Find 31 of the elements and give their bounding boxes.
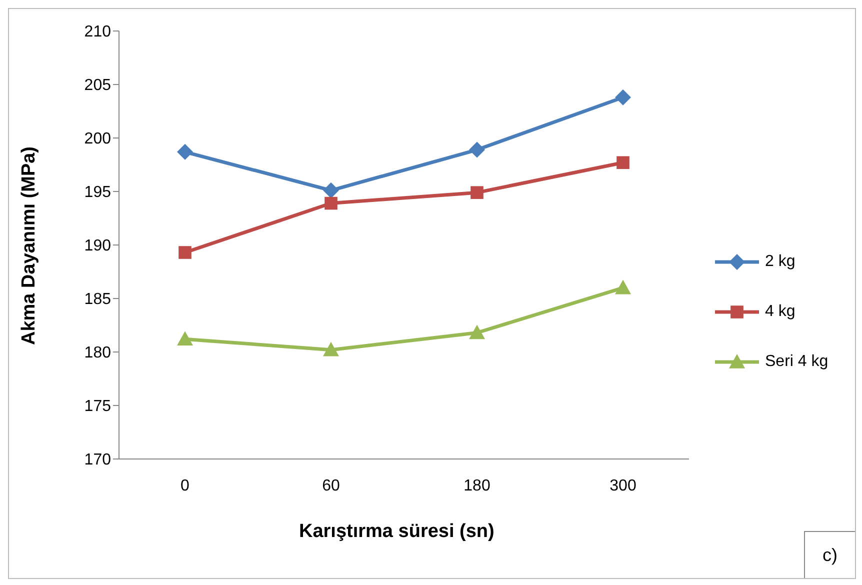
point <box>177 144 193 160</box>
point <box>177 331 193 346</box>
x-tick-label: 180 <box>464 477 490 494</box>
y-tick-label: 205 <box>84 77 112 94</box>
y-tick-label: 170 <box>84 452 112 469</box>
y-tick-label: 185 <box>84 291 112 308</box>
y-tick-label: 180 <box>84 344 112 362</box>
point <box>615 89 631 106</box>
point <box>323 342 339 356</box>
point <box>470 186 484 199</box>
y-tick-label: 200 <box>84 130 112 148</box>
y-tick-label: 195 <box>84 184 112 202</box>
point <box>615 280 631 294</box>
y-tick-label: 175 <box>84 398 112 416</box>
point <box>616 156 630 170</box>
legend-label: 4 kg <box>765 303 796 321</box>
y-axis-title: Akma Dayanımı (MPa) <box>18 146 40 345</box>
y-tick-label: 210 <box>84 24 112 41</box>
point <box>178 246 192 259</box>
point <box>469 142 485 158</box>
point <box>324 196 338 210</box>
x-axis-title: Karıştırma süresi (sn) <box>299 521 494 543</box>
text: c) <box>804 531 855 578</box>
y-tick-label: 190 <box>84 238 112 255</box>
point <box>469 324 485 340</box>
x-tick-label: 300 <box>610 477 636 494</box>
legend-label: Seri 4 kg <box>765 353 828 371</box>
x-tick-label: 60 <box>322 477 340 494</box>
x-tick-label: 0 <box>180 477 190 494</box>
point <box>323 182 339 198</box>
legend-label: 2 kg <box>765 253 796 271</box>
